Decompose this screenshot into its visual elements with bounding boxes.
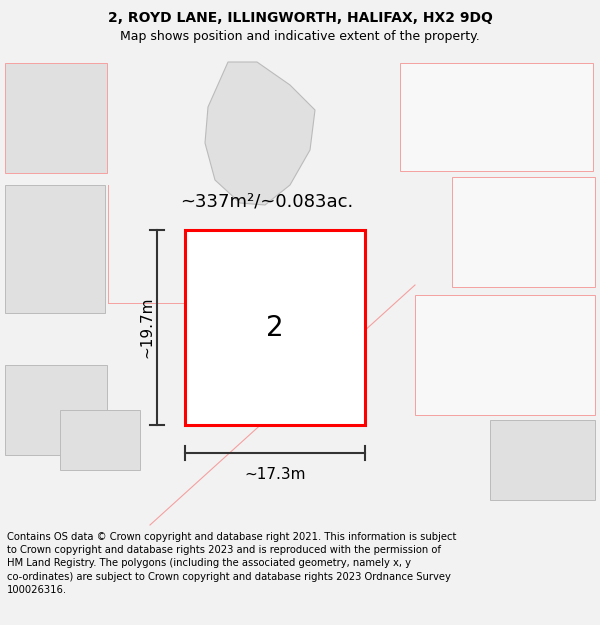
Bar <box>5 185 105 313</box>
Text: ~337m²/~0.083ac.: ~337m²/~0.083ac. <box>180 193 353 211</box>
Polygon shape <box>205 62 315 205</box>
Bar <box>5 365 107 455</box>
Text: ~17.3m: ~17.3m <box>244 467 306 482</box>
Text: Contains OS data © Crown copyright and database right 2021. This information is : Contains OS data © Crown copyright and d… <box>7 532 457 595</box>
Bar <box>490 420 595 500</box>
Text: 2, ROYD LANE, ILLINGWORTH, HALIFAX, HX2 9DQ: 2, ROYD LANE, ILLINGWORTH, HALIFAX, HX2 … <box>107 11 493 25</box>
Bar <box>185 230 365 425</box>
Bar <box>415 295 595 415</box>
Text: ~19.7m: ~19.7m <box>139 297 155 358</box>
Text: Map shows position and indicative extent of the property.: Map shows position and indicative extent… <box>120 30 480 43</box>
Text: 2: 2 <box>266 314 284 341</box>
Bar <box>5 63 107 173</box>
Bar <box>400 63 593 171</box>
Bar <box>60 410 140 470</box>
Bar <box>452 177 595 287</box>
